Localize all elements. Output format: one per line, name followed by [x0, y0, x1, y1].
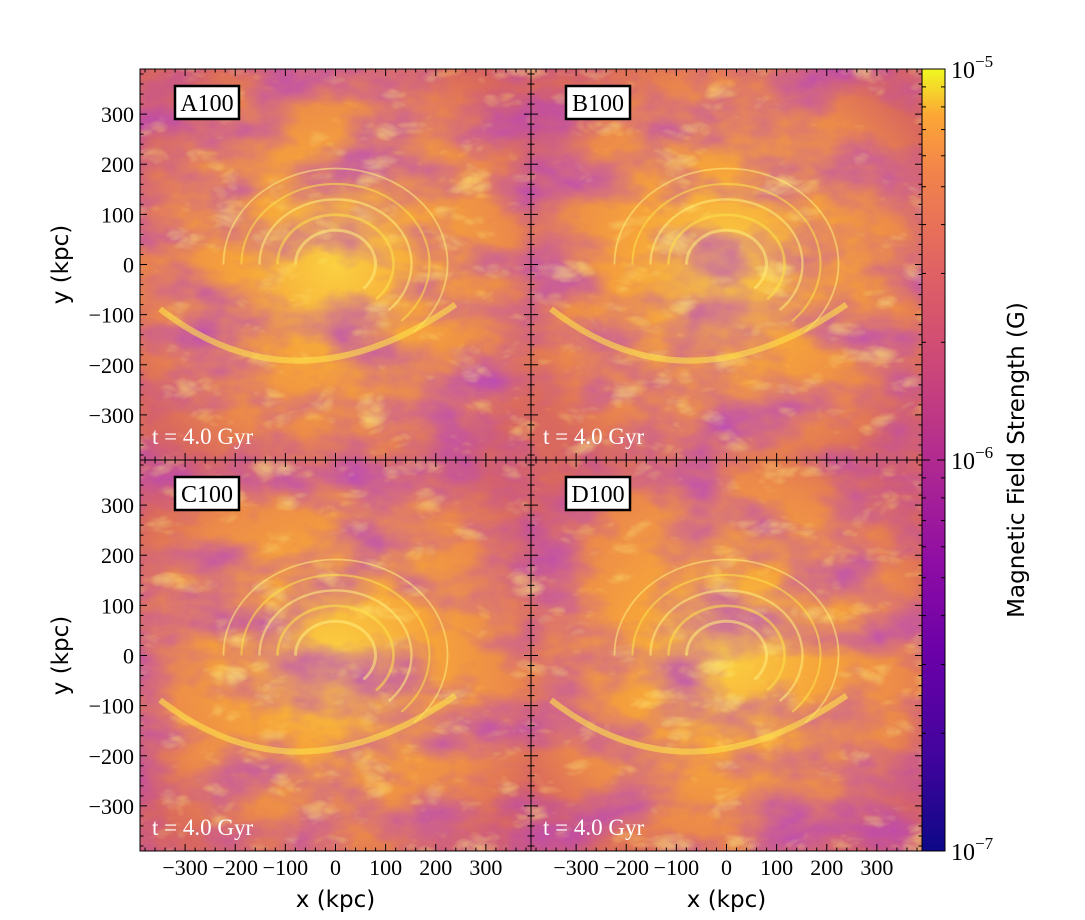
- x-tick-label: −100: [654, 855, 699, 880]
- y-tick-label: −100: [89, 303, 134, 328]
- x-tick-label: −300: [553, 855, 598, 880]
- time-label: t = 4.0 Gyr: [543, 815, 644, 840]
- panel-a100: A100 t = 4.0 Gyr 300 200 100 0 −100 −200 −300: [89, 68, 532, 461]
- colorbar-title: Magnetic Field Strength (G): [1004, 302, 1030, 618]
- y-tick-label: −100: [89, 694, 134, 719]
- x-tick-label: 300: [860, 855, 893, 880]
- y-tick-label: −300: [89, 794, 134, 819]
- y-tick-label: 300: [101, 493, 134, 518]
- panel-label-box: D100: [564, 475, 632, 512]
- time-label: t = 4.0 Gyr: [543, 424, 644, 449]
- x-tick-label: 100: [369, 855, 402, 880]
- x-axis-title: x (kpc): [296, 887, 375, 913]
- y-tick-label: 200: [101, 543, 134, 568]
- y-tick-label: 200: [101, 152, 134, 177]
- colorbar-tick-label: 10−6: [951, 443, 993, 475]
- y-tick-label: 300: [101, 102, 134, 127]
- x-tick-label: −200: [604, 855, 649, 880]
- panel-ticks: [531, 460, 922, 851]
- x-tick-label: −300: [162, 855, 207, 880]
- panel-label: B100: [572, 91, 624, 117]
- panel-label-box: C100: [173, 475, 241, 512]
- panel-label-box: B100: [564, 84, 632, 121]
- panel-label: A100: [180, 91, 233, 117]
- time-label: t = 4.0 Gyr: [152, 815, 253, 840]
- x-tick-label: 200: [810, 855, 843, 880]
- y-tick-label: 100: [101, 593, 134, 618]
- y-axis-title: y (kpc): [48, 225, 74, 304]
- y-tick-label: −200: [89, 744, 134, 769]
- panel-label: C100: [181, 482, 233, 508]
- y-axis-title: y (kpc): [48, 616, 74, 695]
- x-tick-label: 0: [721, 855, 732, 880]
- central-swirl: [613, 167, 840, 333]
- heatmap-texture: [140, 460, 531, 851]
- panel-ticks: [140, 460, 531, 851]
- panel-d100: D100 t = 4.0 Gyr −300 −200 −100 0 100 200 300: [530, 459, 923, 880]
- panel-label-box: A100: [173, 84, 241, 121]
- central-swirl: [222, 558, 449, 724]
- heatmap-texture: [531, 460, 922, 851]
- x-tick-label: −200: [213, 855, 258, 880]
- panel-b100: B100 t = 4.0 Gyr: [530, 68, 923, 461]
- colorbar-tick-label: 10−7: [951, 834, 994, 866]
- x-tick-label: 200: [419, 855, 452, 880]
- time-label: t = 4.0 Gyr: [152, 424, 253, 449]
- y-tick-label: 100: [101, 202, 134, 227]
- x-tick-label: 300: [469, 855, 502, 880]
- axis-labels: x (kpc) x (kpc) y (kpc) y (kpc): [48, 225, 766, 913]
- colorbar: 10−5 10−6 10−7 Magnetic Field Strength (G): [921, 52, 1030, 866]
- central-swirl: [222, 167, 449, 333]
- y-tick-label: −300: [89, 403, 134, 428]
- heatmap-texture: [140, 69, 531, 460]
- x-tick-label: 0: [330, 855, 341, 880]
- y-tick-label: 0: [123, 644, 134, 669]
- colorbar-tick-label: 10−5: [951, 52, 993, 84]
- panel-label: D100: [571, 482, 624, 508]
- central-swirl: [613, 558, 840, 724]
- x-axis-title: x (kpc): [687, 887, 766, 913]
- x-tick-label: −100: [263, 855, 308, 880]
- y-tick-label: −200: [89, 353, 134, 378]
- x-tick-label: 100: [760, 855, 793, 880]
- panel-ticks: [531, 69, 922, 460]
- heatmap-texture: [531, 69, 922, 460]
- y-tick-label: 0: [123, 253, 134, 278]
- panel-ticks: [140, 69, 531, 460]
